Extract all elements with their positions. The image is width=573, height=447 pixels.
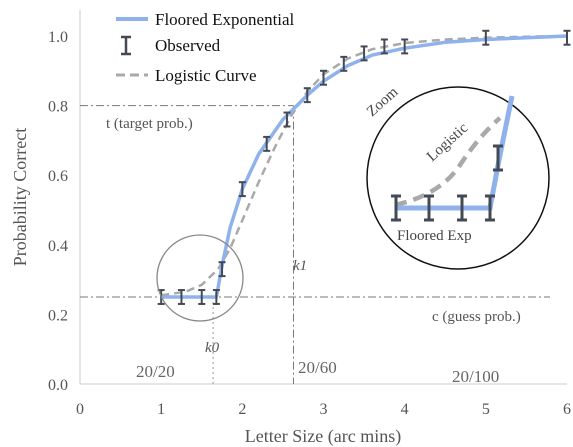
legend-label-floored: Floored Exponential bbox=[155, 10, 295, 29]
acuity-label-20-20: 20/20 bbox=[136, 362, 175, 381]
observed-errorbar bbox=[263, 135, 271, 152]
legend-swatch-observed bbox=[121, 35, 131, 56]
legend: Floored Exponential Observed Logistic Cu… bbox=[116, 10, 295, 85]
x-tick-label: 6 bbox=[563, 401, 571, 418]
acuity-label-20-60: 20/60 bbox=[298, 358, 337, 377]
y-tick-label: 0.6 bbox=[48, 168, 68, 185]
observed-errorbar bbox=[401, 38, 409, 55]
observed-errorbar bbox=[283, 111, 291, 128]
observed-errorbar bbox=[238, 181, 246, 198]
k0-label: k0 bbox=[205, 340, 220, 356]
observed-errorbar bbox=[360, 45, 368, 62]
x-tick-label: 5 bbox=[482, 401, 490, 418]
observed-errorbar bbox=[303, 87, 311, 104]
x-tick-label: 1 bbox=[157, 401, 165, 418]
y-tick-label: 0.4 bbox=[48, 238, 68, 255]
k1-label: k1 bbox=[293, 258, 307, 274]
x-axis-title: Letter Size (arc mins) bbox=[245, 426, 401, 447]
inset-errorbar bbox=[485, 194, 495, 222]
observed-errorbar bbox=[380, 38, 388, 55]
observed-errorbar bbox=[198, 289, 206, 305]
inset-floored-label: Floored Exp bbox=[397, 228, 472, 244]
x-tick-label: 3 bbox=[320, 401, 328, 418]
series-layer bbox=[157, 29, 571, 305]
tick-labels: 0 1 2 3 4 5 6 0.0 0.2 0.4 0.6 0.8 1.0 bbox=[48, 29, 571, 418]
inset-errorbar bbox=[391, 194, 401, 222]
observed-errorbar bbox=[563, 29, 571, 46]
y-tick-label: 0.8 bbox=[48, 99, 68, 116]
x-tick-label: 2 bbox=[238, 401, 246, 418]
acuity-label-20-100: 20/100 bbox=[452, 367, 499, 386]
y-tick-label: 1.0 bbox=[48, 29, 68, 46]
zoom-inset: Zoom Logistic Floored Exp bbox=[364, 84, 550, 270]
target-prob-label: t (target prob.) bbox=[106, 116, 193, 132]
x-tick-label: 4 bbox=[401, 401, 409, 418]
y-tick-label: 0.0 bbox=[48, 377, 68, 394]
inset-floored-curve bbox=[395, 95, 515, 211]
inset-errorbar bbox=[457, 194, 467, 222]
y-axis-title: Probability Correct bbox=[10, 128, 30, 266]
floored-exponential-line bbox=[161, 34, 568, 299]
y-tick-label: 0.2 bbox=[48, 307, 68, 324]
legend-label-logistic: Logistic Curve bbox=[155, 66, 257, 85]
inset-errorbar bbox=[493, 144, 503, 172]
observed-errorbar bbox=[212, 289, 220, 305]
reference-lines bbox=[80, 105, 550, 384]
observed-errorbar bbox=[177, 289, 185, 305]
observed-errorbar bbox=[218, 261, 226, 278]
observed-errorbar bbox=[482, 29, 490, 46]
observed-errorbar bbox=[340, 55, 348, 72]
zoom-source-circle bbox=[156, 234, 244, 322]
inset-logistic-curve bbox=[394, 116, 502, 208]
observed-errorbar bbox=[320, 69, 327, 86]
legend-label-observed: Observed bbox=[155, 36, 221, 55]
x-tick-label: 0 bbox=[76, 401, 84, 418]
inset-errorbar bbox=[424, 194, 434, 222]
guess-prob-label: c (guess prob.) bbox=[432, 309, 521, 325]
